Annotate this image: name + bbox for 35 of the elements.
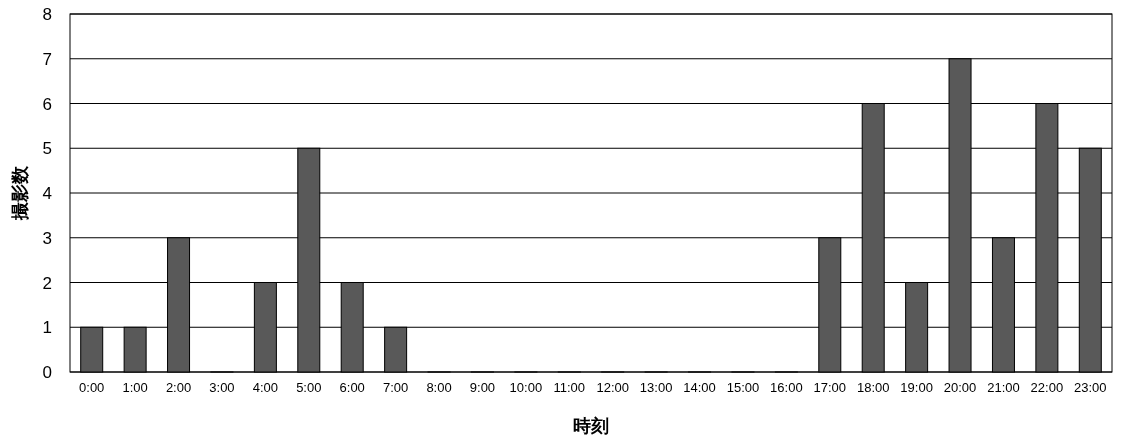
- x-tick-label: 17:00: [813, 380, 847, 395]
- x-tick-label: 10:00: [509, 380, 543, 395]
- y-tick-label: 5: [42, 139, 52, 159]
- x-tick-label: 6:00: [339, 380, 365, 395]
- x-tick-label: 4:00: [252, 380, 279, 395]
- x-tick-label: 9:00: [469, 380, 496, 395]
- x-tick-label: 5:00: [296, 380, 322, 395]
- x-tick-label: 22:00: [1030, 380, 1064, 395]
- x-tick-label: 23:00: [1074, 380, 1107, 395]
- x-tick-label: 14:00: [683, 380, 716, 395]
- y-tick-label: 4: [42, 184, 52, 203]
- y-tick-label: 1: [42, 318, 52, 338]
- x-tick-label: 20:00: [943, 380, 977, 395]
- x-tick-label: 3:00: [209, 380, 235, 395]
- y-tick-label: 0: [42, 363, 52, 382]
- x-tick-label: 2:00: [165, 380, 192, 395]
- x-axis-title: 時刻: [573, 416, 609, 436]
- x-tick-label: 13:00: [639, 380, 673, 395]
- y-axis-title: 撮影数: [10, 165, 30, 221]
- x-tick-label: 0:00: [79, 380, 105, 395]
- x-tick-label: 18:00: [856, 380, 890, 395]
- x-tick-label: 1:00: [122, 380, 148, 395]
- y-tick-label: 2: [42, 273, 52, 293]
- x-tick-label: 11:00: [553, 380, 586, 395]
- x-tick-label: 21:00: [987, 380, 1020, 395]
- y-tick-label: 8: [42, 5, 52, 24]
- y-tick-label: 3: [42, 228, 52, 248]
- y-tick-label: 7: [42, 49, 52, 69]
- x-tick-label: 15:00: [726, 380, 760, 395]
- x-tick-label: 7:00: [382, 380, 409, 395]
- x-tick-label: 8:00: [426, 380, 452, 395]
- y-tick-label: 6: [42, 94, 52, 114]
- x-tick-label: 16:00: [770, 380, 803, 395]
- x-tick-label: 12:00: [596, 380, 629, 395]
- x-tick-label: 19:00: [900, 380, 933, 395]
